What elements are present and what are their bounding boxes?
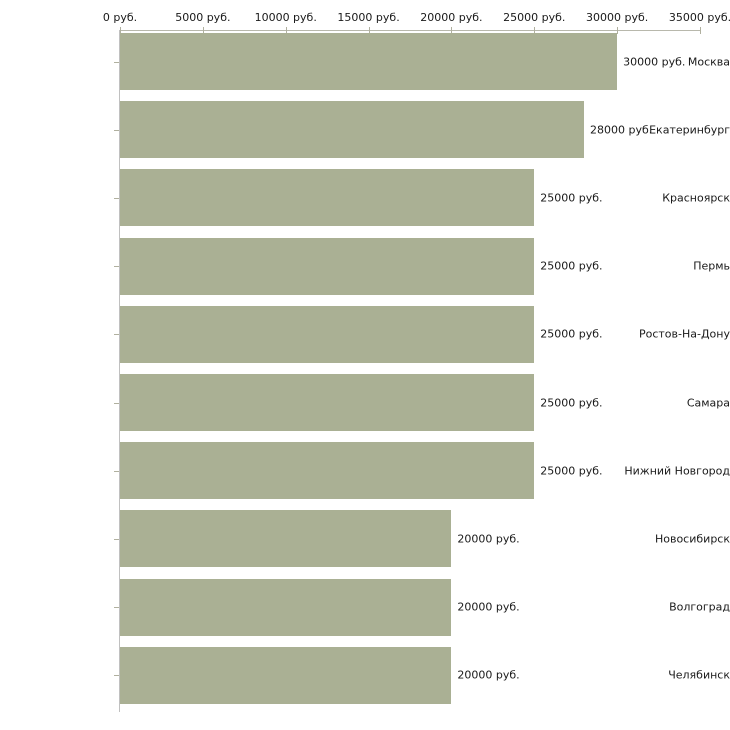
x-axis-tick xyxy=(700,27,701,34)
bar-value-label: 20000 руб. xyxy=(457,668,520,682)
y-axis-tick xyxy=(114,334,119,335)
bar[interactable] xyxy=(120,305,535,363)
x-axis-tick-label: 5000 руб. xyxy=(175,11,231,24)
bar[interactable] xyxy=(120,510,452,568)
x-axis-tick-label: 30000 руб. xyxy=(586,11,649,24)
x-axis-tick xyxy=(451,27,453,34)
bar[interactable] xyxy=(120,646,452,704)
bar[interactable] xyxy=(120,101,584,159)
y-axis-category-label: Челябинск xyxy=(668,668,730,682)
bar[interactable] xyxy=(120,578,452,636)
y-axis-tick xyxy=(114,266,119,267)
bar[interactable] xyxy=(120,442,535,500)
bar-value-label: 25000 руб. xyxy=(540,191,603,205)
y-axis-tick xyxy=(114,607,119,608)
x-axis-tick-label: 10000 руб. xyxy=(254,11,317,24)
bar[interactable] xyxy=(120,374,535,431)
y-axis-category-label: Волгоград xyxy=(669,600,730,614)
x-axis-tick xyxy=(368,27,370,34)
bar[interactable] xyxy=(120,33,618,90)
x-axis-tick xyxy=(534,27,536,34)
y-axis-category-label: Екатеринбург xyxy=(649,123,730,137)
y-axis-tick xyxy=(114,675,119,676)
y-axis-tick xyxy=(114,198,119,199)
y-axis-category-label: Новосибирск xyxy=(654,532,730,546)
x-axis-tick-label: 25000 руб. xyxy=(503,11,566,24)
bar-value-label: 25000 руб. xyxy=(540,259,603,273)
y-axis-tick xyxy=(114,403,119,404)
bar-value-label: 30000 руб. xyxy=(623,55,686,68)
y-axis-category-label: Самара xyxy=(686,396,730,409)
bar[interactable] xyxy=(120,237,535,295)
y-axis-category-label: Москва xyxy=(687,55,730,68)
bar-value-label: 25000 руб. xyxy=(540,396,603,409)
x-axis-tick-label: 15000 руб. xyxy=(337,11,400,24)
x-axis-tick-label: 20000 руб. xyxy=(420,11,483,24)
y-axis-tick xyxy=(114,130,119,131)
bar-value-label: 20000 руб. xyxy=(457,600,520,614)
bar-value-label: 25000 руб. xyxy=(540,464,603,478)
y-axis-category-label: Пермь xyxy=(693,259,730,273)
x-axis-line xyxy=(119,30,700,31)
y-axis-category-label: Нижний Новгород xyxy=(624,464,730,478)
x-axis-tick xyxy=(120,27,121,34)
y-axis-tick xyxy=(114,539,119,540)
y-axis-tick xyxy=(114,62,119,63)
bar-value-label: 20000 руб. xyxy=(457,532,520,546)
y-axis-category-label: Ростов-На-Дону xyxy=(638,327,730,341)
bar-value-label: 25000 руб. xyxy=(540,327,603,341)
x-axis-tick xyxy=(202,27,204,34)
bar[interactable] xyxy=(120,169,535,227)
y-axis-tick xyxy=(114,471,119,472)
x-axis-tick-label: 0 руб. xyxy=(102,11,138,24)
y-axis-line xyxy=(119,30,120,712)
x-axis-tick xyxy=(617,27,619,34)
x-axis-tick-label: 35000 руб. xyxy=(668,11,730,24)
bar-value-label: 28000 руб. xyxy=(590,123,653,137)
y-axis-category-label: Красноярск xyxy=(662,191,730,205)
x-axis-tick xyxy=(285,27,287,34)
